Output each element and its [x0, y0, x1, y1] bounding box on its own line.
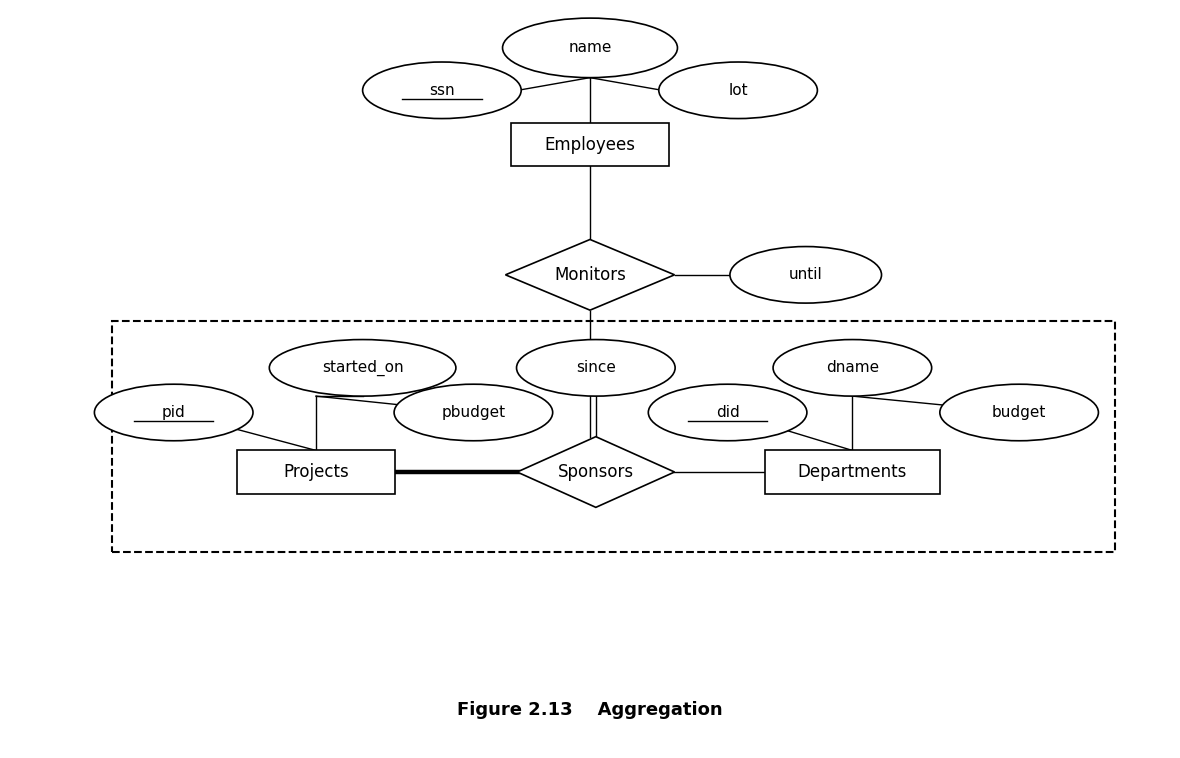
- Bar: [112, 321, 1115, 552]
- Text: budget: budget: [992, 405, 1047, 420]
- Ellipse shape: [658, 62, 818, 118]
- Polygon shape: [505, 240, 675, 310]
- Text: dname: dname: [826, 360, 879, 375]
- Text: until: until: [789, 268, 822, 282]
- Text: Monitors: Monitors: [555, 266, 625, 283]
- Polygon shape: [517, 437, 675, 507]
- Text: lot: lot: [728, 83, 748, 98]
- Text: pid: pid: [162, 405, 185, 420]
- Ellipse shape: [939, 384, 1099, 440]
- Text: name: name: [569, 40, 611, 55]
- Ellipse shape: [648, 384, 807, 440]
- Bar: [765, 450, 939, 493]
- Ellipse shape: [773, 340, 932, 396]
- Ellipse shape: [730, 246, 881, 303]
- Text: Sponsors: Sponsors: [558, 463, 634, 481]
- Bar: [237, 450, 394, 493]
- Ellipse shape: [94, 384, 253, 440]
- Text: Employees: Employees: [544, 136, 636, 154]
- Text: ssn: ssn: [430, 83, 454, 98]
- Text: Projects: Projects: [283, 463, 349, 481]
- Text: Departments: Departments: [798, 463, 907, 481]
- Ellipse shape: [362, 62, 522, 118]
- Text: since: since: [576, 360, 616, 375]
- Text: did: did: [716, 405, 740, 420]
- Ellipse shape: [503, 18, 677, 77]
- Text: pbudget: pbudget: [441, 405, 505, 420]
- Text: Figure 2.13    Aggregation: Figure 2.13 Aggregation: [457, 701, 723, 719]
- Ellipse shape: [517, 340, 675, 396]
- Ellipse shape: [269, 340, 455, 396]
- Text: started_on: started_on: [322, 360, 404, 376]
- Bar: [511, 123, 669, 166]
- Ellipse shape: [394, 384, 552, 440]
